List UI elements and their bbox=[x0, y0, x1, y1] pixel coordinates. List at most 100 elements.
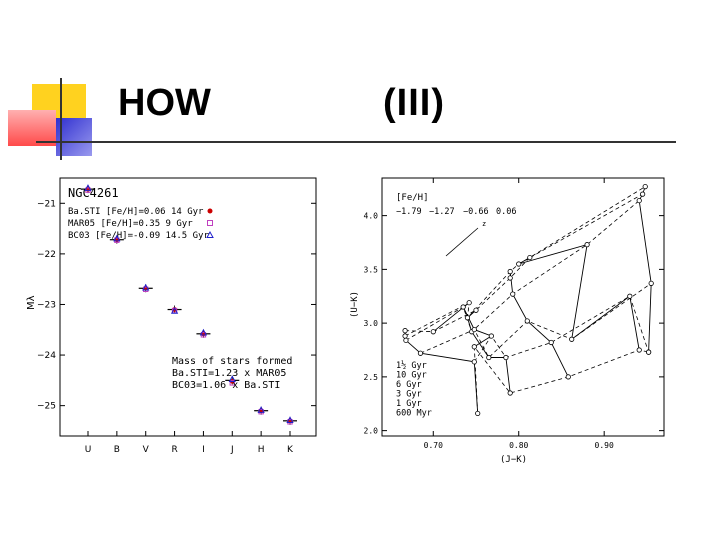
slide-title-right: (III) bbox=[383, 82, 445, 124]
metallicity-track bbox=[509, 271, 569, 378]
age-legend-entry: 600 Myr bbox=[396, 409, 432, 419]
legend-arrow-label: z bbox=[482, 220, 486, 228]
legend-entry: Ba.STI [Fe/H]=0.06 14 Gyr bbox=[68, 207, 204, 217]
metallicity-track bbox=[638, 186, 652, 353]
legend-entry: BC03 [Fe/H]=-0.09 14.5 Gyr bbox=[68, 231, 209, 241]
magnitude-chart: NGC4261 Mλ −21 −22 −23 −24 −25 U B V R I J H K Ba.S… bbox=[26, 177, 317, 455]
x-tick-label: V bbox=[143, 445, 150, 455]
y-axis-label: (U−K) bbox=[350, 291, 360, 318]
isochrone-line bbox=[405, 186, 646, 333]
grid-point bbox=[486, 354, 492, 361]
age-legend-entry: 1½ Gyr bbox=[396, 360, 427, 371]
grid-point bbox=[516, 261, 522, 267]
y-tick-label: −21 bbox=[37, 199, 56, 209]
metallicity-label: −1.27 bbox=[429, 207, 455, 217]
age-legend-entry: 1 Gyr bbox=[396, 399, 422, 409]
legend-entry: MAR05 [Fe/H]=0.35 9 Gyr bbox=[68, 219, 193, 229]
y-tick-label: 2.5 bbox=[364, 373, 379, 382]
isochrone-line bbox=[473, 295, 649, 363]
x-tick-label: K bbox=[287, 445, 294, 455]
x-tick-label: H bbox=[258, 445, 265, 455]
y-tick-label: −23 bbox=[37, 300, 56, 310]
point-triangle bbox=[199, 328, 208, 336]
grid-point bbox=[565, 374, 571, 380]
legend-title: [Fe/H] bbox=[396, 193, 429, 203]
chart-title: NGC4261 bbox=[68, 186, 119, 200]
grid-point bbox=[430, 329, 436, 335]
grid-point bbox=[648, 280, 654, 286]
y-tick-label: 4.0 bbox=[364, 212, 379, 221]
metallicity-label: −0.66 bbox=[463, 207, 489, 217]
point-triangle bbox=[84, 184, 92, 191]
point-triangle bbox=[170, 306, 179, 314]
grid-point bbox=[471, 326, 477, 333]
metallicity-track bbox=[518, 243, 640, 351]
plot-frame bbox=[381, 177, 665, 437]
grid-point bbox=[584, 242, 590, 248]
grid-point bbox=[403, 337, 409, 343]
annotation-line: BC03=1.06 x Ba.STI bbox=[172, 380, 280, 391]
y-tick-label: 3.5 bbox=[364, 265, 379, 274]
point-square bbox=[229, 380, 235, 386]
age-legend-entry: 6 Gyr bbox=[396, 380, 422, 390]
point-triangle bbox=[257, 406, 265, 413]
y-axis-label: Mλ bbox=[26, 295, 37, 310]
x-tick-label: U bbox=[85, 445, 92, 455]
y-tick-label: 3.0 bbox=[364, 319, 379, 328]
grid-point bbox=[636, 347, 642, 353]
grid-point bbox=[475, 410, 481, 417]
y-tick-label: −24 bbox=[37, 351, 56, 361]
grid-point bbox=[527, 254, 533, 261]
grid-point bbox=[471, 359, 477, 365]
grid-point bbox=[503, 354, 509, 361]
legend-marker-dot bbox=[207, 208, 213, 214]
slide-title-left: HOW bbox=[118, 82, 211, 124]
grid-point bbox=[507, 268, 513, 275]
x-tick-label: I bbox=[202, 445, 205, 455]
x-axis-label: (J−K) bbox=[500, 455, 527, 465]
accent-vertical-line bbox=[60, 78, 62, 160]
color-color-chart: (U−K) (J−K) [Fe/H] −1.79 −1.27 −0.66 0.06 z… bbox=[350, 177, 665, 465]
grid-point bbox=[402, 333, 408, 339]
grid-point bbox=[636, 197, 642, 204]
grid-point bbox=[464, 315, 471, 321]
annotation-line: Mass of stars formed bbox=[172, 356, 292, 367]
age-legend-entry: 3 Gyr bbox=[396, 390, 422, 400]
accent-horizontal-line bbox=[36, 141, 676, 143]
grid-point bbox=[488, 333, 494, 339]
legend-marker-square bbox=[207, 220, 213, 226]
grid-point bbox=[417, 350, 424, 356]
grid-point bbox=[548, 339, 554, 346]
point-triangle bbox=[142, 283, 150, 291]
point-triangle bbox=[113, 234, 121, 242]
grid-point bbox=[646, 349, 652, 355]
point-triangle bbox=[286, 416, 294, 424]
isochrone-line bbox=[405, 200, 640, 341]
y-tick-label: −25 bbox=[37, 402, 56, 412]
grid-point bbox=[471, 344, 477, 350]
grid-point bbox=[507, 275, 513, 281]
legend-arrow bbox=[445, 227, 479, 257]
isochrone-line bbox=[473, 345, 649, 414]
isochrone-line bbox=[404, 193, 643, 337]
grid-point bbox=[402, 328, 408, 334]
x-tick-label: R bbox=[171, 445, 177, 455]
grid-point bbox=[473, 307, 479, 313]
x-tick-label: 0.80 bbox=[509, 441, 528, 450]
grid-point bbox=[510, 291, 516, 297]
y-tick-label: 2.0 bbox=[364, 427, 379, 436]
metallicity-label: −1.79 bbox=[396, 207, 422, 217]
grid-point bbox=[460, 304, 466, 310]
accent-blue-square bbox=[56, 118, 92, 156]
x-tick-label: B bbox=[114, 445, 120, 455]
grid-point bbox=[507, 390, 513, 396]
grid-point bbox=[466, 300, 472, 306]
grid-point bbox=[524, 318, 530, 324]
x-tick-label: J bbox=[230, 445, 234, 455]
metallicity-track bbox=[466, 309, 511, 394]
accent-red-square bbox=[8, 110, 56, 146]
metallicity-label: 0.06 bbox=[496, 207, 516, 217]
plot-frame bbox=[59, 177, 317, 437]
x-tick-label: 0.90 bbox=[595, 441, 614, 450]
x-tick-label: 0.70 bbox=[424, 441, 443, 450]
